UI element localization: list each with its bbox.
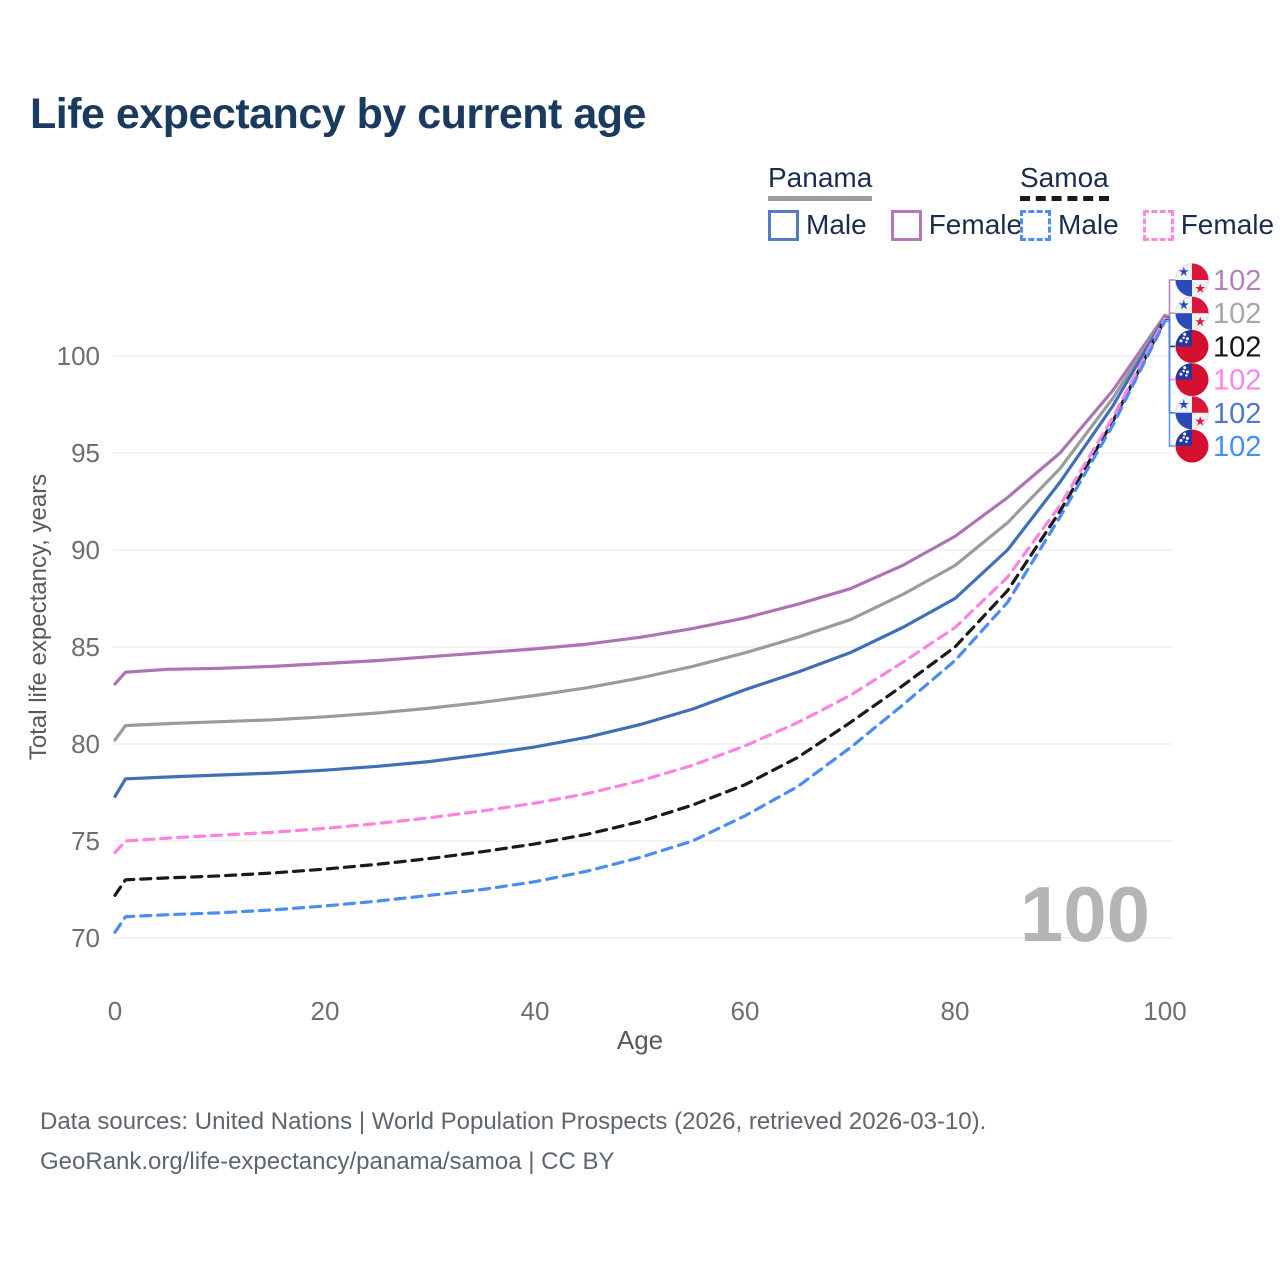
y-axis-title: Total life expectancy, years	[25, 474, 52, 760]
legend-item-samoa-female[interactable]: Female	[1142, 209, 1275, 241]
legend-item-samoa-male[interactable]: Male	[1020, 209, 1119, 241]
end-value-samoa-male: 102	[1213, 431, 1261, 463]
samoa-female-swatch-icon	[1142, 209, 1174, 241]
end-value-samoa-female: 102	[1213, 365, 1261, 397]
y-tick-100: 100	[57, 341, 100, 371]
panama-flag-icon	[1175, 395, 1209, 430]
series-line-panama-male[interactable]	[113, 315, 1167, 798]
panama-male-swatch-icon	[768, 209, 799, 241]
legend-item-label: Female	[1180, 209, 1275, 240]
series-line-panama-both-sexes[interactable]	[113, 314, 1167, 742]
y-tick-70: 70	[71, 923, 100, 953]
gridlines: 70 75 80 85 90 95 100	[57, 341, 1172, 953]
legend-group-panama: Panama Male Female	[768, 162, 1022, 241]
end-value-panama-female: 102	[1213, 265, 1261, 297]
legend-header-samoa[interactable]: Samoa	[1020, 162, 1109, 201]
legend-item-label: Male	[806, 209, 867, 240]
x-tick-60: 60	[731, 996, 760, 1026]
x-tick-40: 40	[521, 996, 550, 1026]
legend-group-samoa: Samoa Male Female	[1020, 162, 1274, 241]
x-tick-0: 0	[108, 996, 122, 1026]
y-tick-90: 90	[71, 535, 100, 565]
y-tick-80: 80	[71, 729, 100, 759]
legend-item-panama-female[interactable]: Female	[890, 209, 1023, 241]
y-tick-85: 85	[71, 632, 100, 662]
leader-line-panama-both-sexes	[1165, 312, 1175, 317]
panama-flag-icon	[1175, 263, 1209, 297]
samoa-flag-icon	[1175, 329, 1209, 363]
x-tick-20: 20	[311, 996, 340, 1026]
y-tick-75: 75	[71, 826, 100, 856]
series-line-samoa-female[interactable]	[113, 316, 1167, 855]
series-line-panama-female[interactable]	[113, 313, 1167, 686]
data-sources-line1: Data sources: United Nations | World Pop…	[40, 1108, 987, 1135]
samoa-male-swatch-icon	[1020, 209, 1051, 241]
legend-item-label: Female	[928, 209, 1023, 240]
x-axis-title: Age	[617, 1025, 663, 1055]
legend-item-label: Male	[1058, 209, 1119, 240]
legend-header-panama[interactable]: Panama	[768, 162, 873, 201]
data-sources-line2: GeoRank.org/life-expectancy/panama/samoa…	[40, 1148, 615, 1175]
data-sources: Data sources: United Nations | World Pop…	[40, 1102, 986, 1182]
end-value-panama-both-sexes: 102	[1213, 298, 1261, 330]
x-tick-100: 100	[1143, 996, 1186, 1026]
y-tick-95: 95	[71, 438, 100, 468]
panama-female-swatch-icon	[890, 209, 922, 241]
page-title: Life expectancy by current age	[30, 90, 646, 138]
panama-flag-icon	[1175, 296, 1209, 331]
x-tick-80: 80	[941, 996, 970, 1026]
samoa-flag-icon	[1175, 429, 1209, 463]
hover-age-watermark: 100	[1020, 870, 1150, 958]
end-value-samoa-both-sexes: 102	[1213, 331, 1261, 363]
leader-line-samoa-male	[1165, 320, 1175, 447]
series-line-samoa-both-sexes[interactable]	[113, 317, 1167, 897]
end-value-panama-male: 102	[1213, 398, 1261, 430]
legend-item-panama-male[interactable]: Male	[768, 209, 867, 241]
samoa-flag-icon	[1175, 363, 1209, 397]
leader-line-panama-female	[1165, 279, 1175, 317]
series-line-samoa-male[interactable]	[113, 319, 1167, 934]
